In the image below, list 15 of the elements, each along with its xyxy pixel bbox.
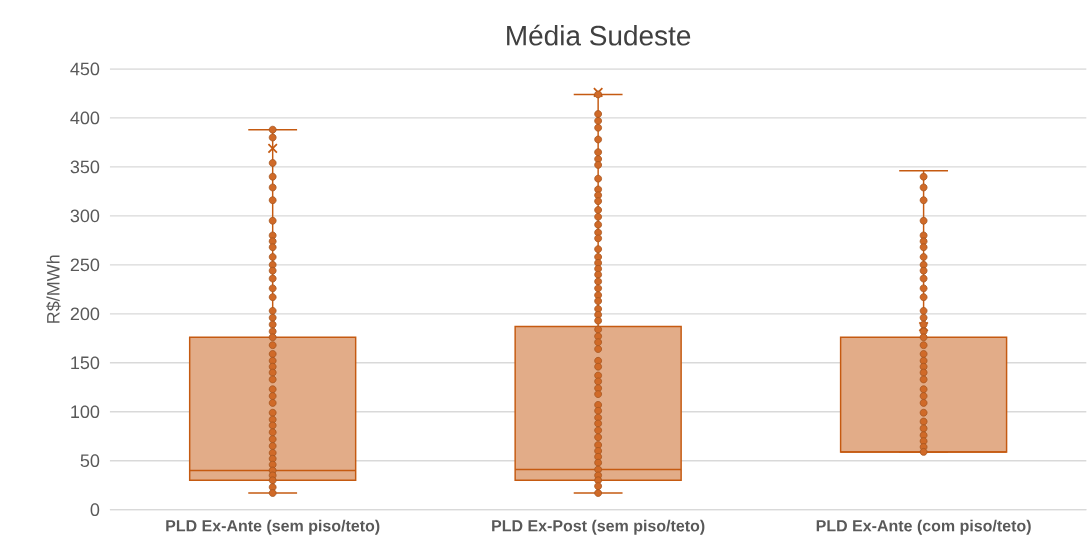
y-tick-label: 50 xyxy=(80,454,100,468)
y-tick-label: 350 xyxy=(70,160,100,174)
x-tick-label: PLD Ex-Ante (com piso/teto) xyxy=(816,519,1031,535)
y-tick-label: 100 xyxy=(71,405,100,419)
x-tick-label: PLD Ex-Ante (sem piso/teto) xyxy=(166,519,380,535)
y-tick-label: 300 xyxy=(70,209,100,223)
y-tick-label: 200 xyxy=(70,307,100,321)
y-tick-label: 0 xyxy=(90,503,100,517)
x-tick-label: PLD Ex-Post (sem piso/teto) xyxy=(492,519,705,535)
chart-title: Média Sudeste xyxy=(507,24,691,46)
y-tick-label: 150 xyxy=(71,356,100,370)
y-tick-label: 250 xyxy=(70,258,100,272)
y-axis-title: R$/MWh xyxy=(46,255,61,323)
y-tick-label: 450 xyxy=(70,62,100,76)
y-tick-label: 400 xyxy=(70,111,100,125)
